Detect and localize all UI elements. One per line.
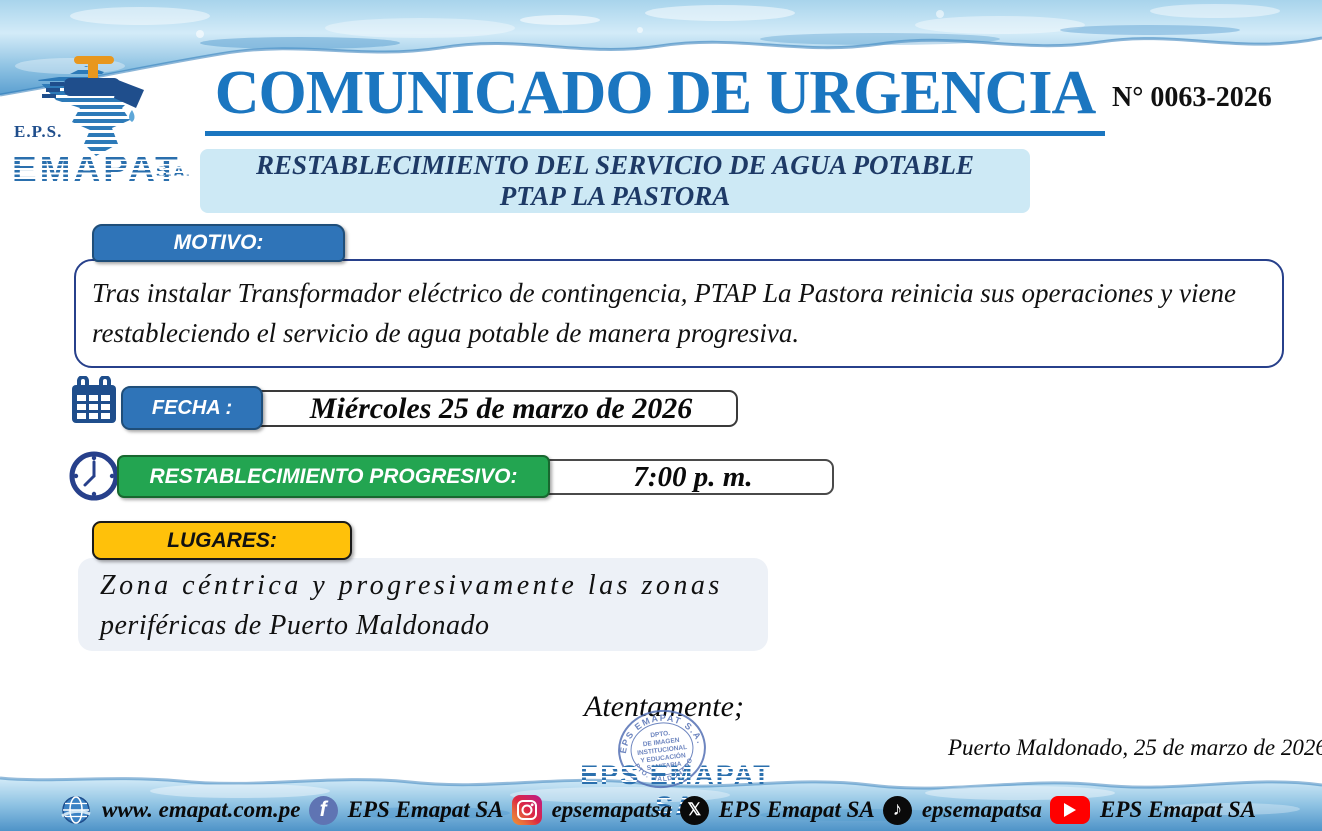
stamp-center-line: SANITARIA [646, 761, 682, 772]
subtitle-line1: RESTABLECIMIENTO DEL SERVICIO DE AGUA PO… [256, 150, 974, 180]
motivo-text: Tras instalar Transformador eléctrico de… [92, 278, 1236, 348]
footer-website: www. emapat.com.pe [60, 794, 300, 826]
fecha-label: FECHA : [121, 386, 263, 430]
footer-x: 𝕏 EPS Emapat SA [679, 795, 875, 825]
footer-instagram-label: epsemapatsa [551, 797, 672, 822]
logo-name-text: EMAPAT [12, 148, 181, 189]
lugares-text-box: Zona céntrica y progresivamente las zona… [78, 558, 768, 651]
lugares-line2: periféricas de Puerto Maldonado [100, 610, 490, 641]
x-twitter-icon: 𝕏 [679, 795, 709, 825]
facebook-icon: f [308, 795, 338, 825]
footer-website-label: www. emapat.com.pe [102, 797, 301, 822]
globe-icon [61, 796, 91, 824]
restablecimiento-label: RESTABLECIMIENTO PROGRESIVO: [117, 455, 550, 498]
company-logo: E.P.S. EMAPAT S.A. [10, 56, 210, 196]
footer-facebook-label: EPS Emapat SA [347, 797, 504, 822]
restablecimiento-value: 7:00 p. m. [633, 460, 753, 493]
stamp-center-line: DPTO. [650, 730, 671, 739]
motivo-text-box: Tras instalar Transformador eléctrico de… [74, 259, 1284, 368]
footer-social-bar: www. emapat.com.pe f EPS Emapat SA epsem… [0, 792, 1322, 828]
stamp-center-line: DE IMAGEN [642, 737, 680, 748]
clock-icon [69, 451, 119, 501]
motivo-label: MOTIVO: [92, 224, 345, 262]
calendar-icon [72, 376, 116, 423]
institutional-stamp: EPS EMAPAT S.A. PTO. MALDONADO DPTO. DE … [614, 708, 706, 789]
fecha-value: Miércoles 25 de marzo de 2026 [309, 392, 693, 425]
faucet-map-icon [38, 56, 144, 156]
footer-youtube-label: EPS Emapat SA [1100, 797, 1256, 822]
water-top-band [0, 0, 1322, 97]
dateline: Puerto Maldonado, 25 de marzo de 2026 [948, 735, 1322, 760]
logo-eps-text: E.P.S. [14, 122, 63, 141]
youtube-icon [1050, 796, 1091, 824]
notice-number: N° 0063-2026 [1112, 82, 1272, 113]
page-title: COMUNICADO DE URGENCIA [205, 58, 1105, 136]
instagram-icon [511, 795, 542, 825]
footer-facebook: f EPS Emapat SA [308, 795, 504, 825]
closing-text: Atentamente; [584, 690, 744, 723]
footer-tiktok: ♪ epsemapatsa [882, 795, 1042, 825]
footer-tiktok-label: epsemapatsa [921, 797, 1042, 822]
footer-youtube: EPS Emapat SA [1050, 796, 1256, 824]
tiktok-icon: ♪ [882, 795, 912, 825]
subtitle-line2: PTAP LA PASTORA [499, 181, 731, 211]
lugares-line1: Zona céntrica y progresivamente las zona… [100, 570, 723, 601]
footer-instagram: epsemapatsa [511, 795, 672, 825]
lugares-label: LUGARES: [92, 521, 352, 560]
subtitle-banner: RESTABLECIMIENTO DEL SERVICIO DE AGUA PO… [200, 149, 1030, 213]
company-signature: EPS EMAPAT SA [578, 760, 774, 822]
footer-x-label: EPS Emapat SA [718, 797, 875, 822]
logo-sa-text: S.A. [156, 164, 192, 181]
